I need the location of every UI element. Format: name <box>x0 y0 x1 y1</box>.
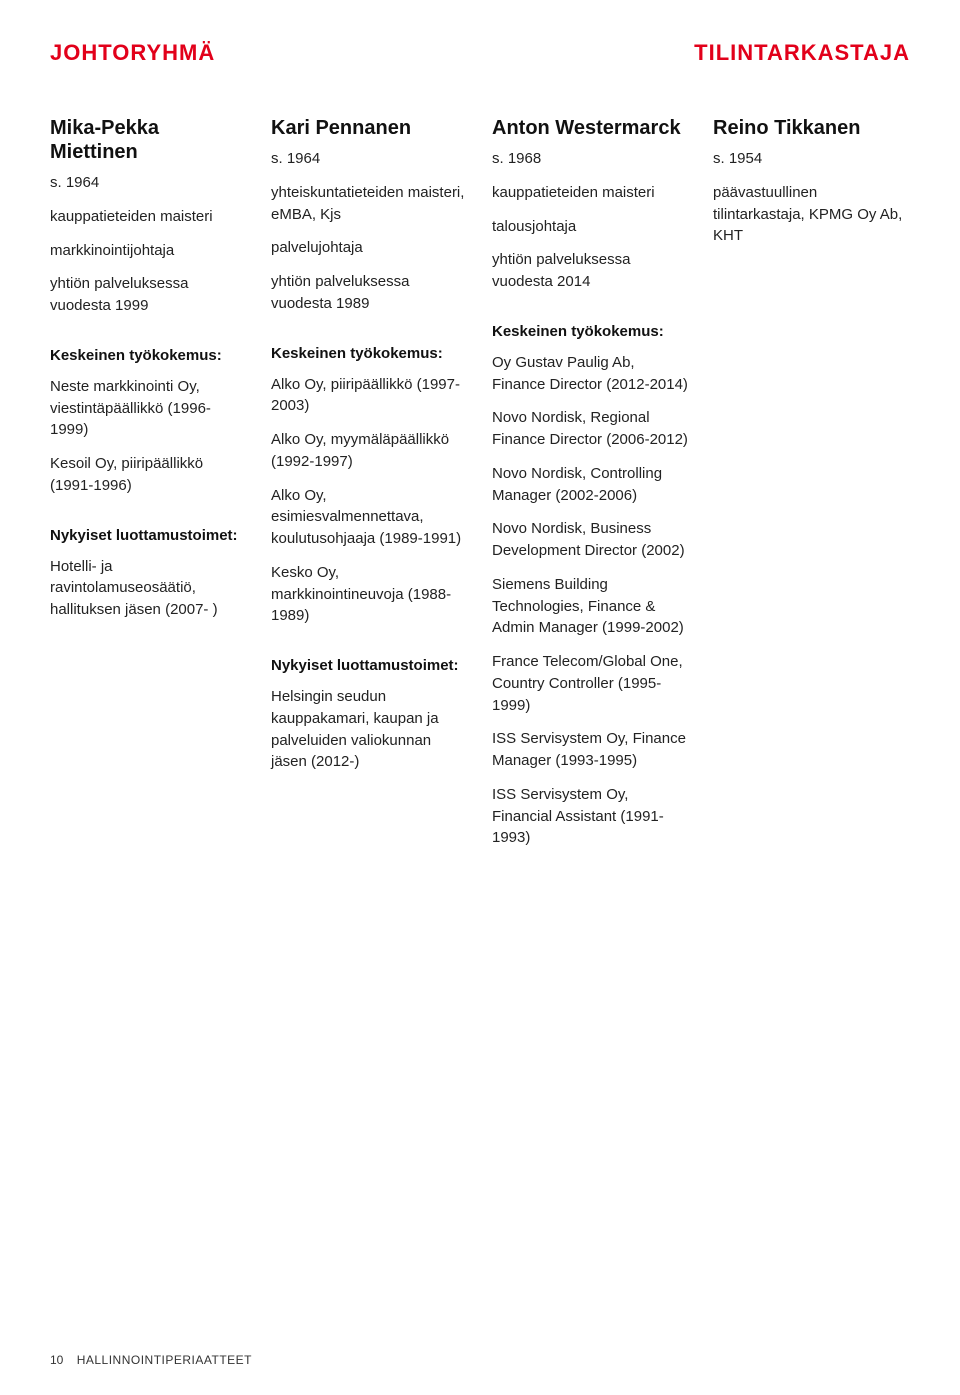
experience-item: ISS Servisystem Oy, Finance Manager (199… <box>492 728 689 772</box>
trust-label: Nykyiset luottamustoimet: <box>50 527 247 544</box>
person-col-3: Anton Westermarck s. 1968 kauppatieteide… <box>492 116 689 861</box>
person-line: talousjohtaja <box>492 216 689 238</box>
person-name: Mika-Pekka Miettinen <box>50 116 247 164</box>
trust-item: Hotelli- ja ravintolamuseosäätiö, hallit… <box>50 556 247 621</box>
page-footer: 10 HALLINNOINTIPERIAATTEET <box>50 1353 252 1367</box>
section-heading-left: JOHTORYHMÄ <box>50 40 215 66</box>
person-col-4: Reino Tikkanen s. 1954 päävastuullinen t… <box>713 116 910 861</box>
experience-item: Novo Nordisk, Business Development Direc… <box>492 518 689 562</box>
columns-container: Mika-Pekka Miettinen s. 1964 kauppatiete… <box>50 116 910 861</box>
section-heading-right: TILINTARKASTAJA <box>694 40 910 66</box>
person-line: päävastuullinen tilintarkastaja, KPMG Oy… <box>713 182 910 247</box>
footer-label: HALLINNOINTIPERIAATTEET <box>77 1353 252 1367</box>
experience-item: Novo Nordisk, Controlling Manager (2002-… <box>492 463 689 507</box>
experience-label: Keskeinen työkokemus: <box>50 347 247 364</box>
person-line: kauppatieteiden maisteri <box>50 206 247 228</box>
experience-item: France Telecom/Global One, Country Contr… <box>492 651 689 716</box>
person-line: kauppatieteiden maisteri <box>492 182 689 204</box>
person-name: Kari Pennanen <box>271 116 468 140</box>
person-born: s. 1954 <box>713 148 910 170</box>
trust-item: Helsingin seudun kauppakamari, kaupan ja… <box>271 686 468 773</box>
person-name: Reino Tikkanen <box>713 116 910 140</box>
experience-item: Kesko Oy, markkinointineuvoja (1988-1989… <box>271 562 468 627</box>
experience-item: Siemens Building Technologies, Finance &… <box>492 574 689 639</box>
experience-item: Oy Gustav Paulig Ab, Finance Director (2… <box>492 352 689 396</box>
experience-item: Neste markkinointi Oy, viestintäpäällikk… <box>50 376 247 441</box>
page-number: 10 <box>50 1353 63 1367</box>
experience-item: Alko Oy, myymäläpäällikkö (1992-1997) <box>271 429 468 473</box>
experience-item: Alko Oy, piiripäällikkö (1997-2003) <box>271 374 468 418</box>
person-born: s. 1964 <box>50 172 247 194</box>
person-line: palvelujohtaja <box>271 237 468 259</box>
experience-item: Kesoil Oy, piiripäällikkö (1991-1996) <box>50 453 247 497</box>
person-born: s. 1964 <box>271 148 468 170</box>
person-col-2: Kari Pennanen s. 1964 yhteiskuntatieteid… <box>271 116 468 861</box>
experience-label: Keskeinen työkokemus: <box>271 345 468 362</box>
person-col-1: Mika-Pekka Miettinen s. 1964 kauppatiete… <box>50 116 247 861</box>
person-line: yhteiskuntatieteiden maisteri, eMBA, Kjs <box>271 182 468 226</box>
experience-item: Novo Nordisk, Regional Finance Director … <box>492 407 689 451</box>
person-born: s. 1968 <box>492 148 689 170</box>
person-line: yhtiön palveluksessa vuodesta 2014 <box>492 249 689 293</box>
experience-item: Alko Oy, esimiesvalmennettava, koulutuso… <box>271 485 468 550</box>
experience-item: ISS Servisystem Oy, Financial Assistant … <box>492 784 689 849</box>
trust-label: Nykyiset luottamustoimet: <box>271 657 468 674</box>
person-name: Anton Westermarck <box>492 116 689 140</box>
person-line: yhtiön palveluksessa vuodesta 1989 <box>271 271 468 315</box>
person-line: markkinointijohtaja <box>50 240 247 262</box>
experience-label: Keskeinen työkokemus: <box>492 323 689 340</box>
person-line: yhtiön palveluksessa vuodesta 1999 <box>50 273 247 317</box>
